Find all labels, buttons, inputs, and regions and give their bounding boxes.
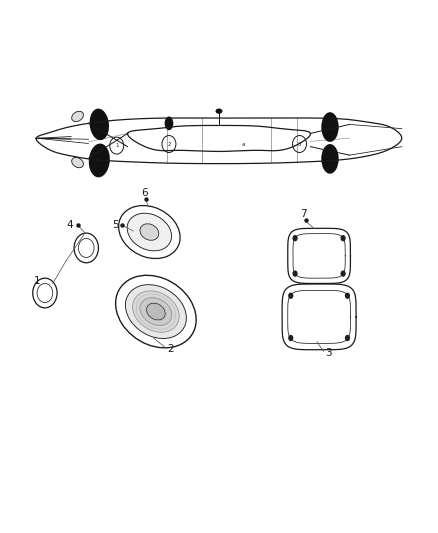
Circle shape (293, 270, 298, 277)
Text: 6: 6 (142, 188, 148, 198)
Ellipse shape (321, 112, 339, 142)
Circle shape (293, 235, 298, 241)
Ellipse shape (147, 303, 165, 320)
Ellipse shape (321, 144, 339, 174)
Text: 3: 3 (325, 349, 332, 359)
Circle shape (288, 335, 293, 341)
Ellipse shape (116, 275, 196, 348)
Circle shape (110, 137, 124, 154)
Ellipse shape (215, 109, 223, 114)
Ellipse shape (72, 111, 83, 122)
Ellipse shape (165, 116, 173, 130)
Circle shape (345, 335, 350, 341)
Text: 1: 1 (34, 276, 40, 286)
Ellipse shape (140, 224, 159, 240)
Ellipse shape (72, 157, 83, 168)
Text: 7: 7 (300, 209, 307, 219)
Circle shape (340, 235, 346, 241)
Ellipse shape (89, 143, 110, 177)
Text: 1: 1 (115, 143, 118, 148)
Circle shape (345, 293, 350, 299)
Ellipse shape (133, 291, 179, 332)
Circle shape (288, 293, 293, 299)
Circle shape (37, 284, 53, 303)
Text: 5: 5 (112, 220, 119, 230)
Text: 3: 3 (298, 142, 301, 147)
Circle shape (340, 270, 346, 277)
Text: 2: 2 (167, 142, 171, 147)
Ellipse shape (140, 297, 172, 326)
Text: 2: 2 (167, 344, 173, 354)
Circle shape (293, 135, 307, 152)
Text: a: a (241, 142, 245, 147)
Circle shape (78, 238, 94, 257)
Ellipse shape (90, 109, 109, 140)
Ellipse shape (119, 206, 180, 259)
Text: 4: 4 (67, 220, 73, 230)
Ellipse shape (127, 213, 172, 251)
Circle shape (74, 233, 99, 263)
Circle shape (33, 278, 57, 308)
Ellipse shape (125, 285, 187, 338)
Circle shape (162, 135, 176, 152)
